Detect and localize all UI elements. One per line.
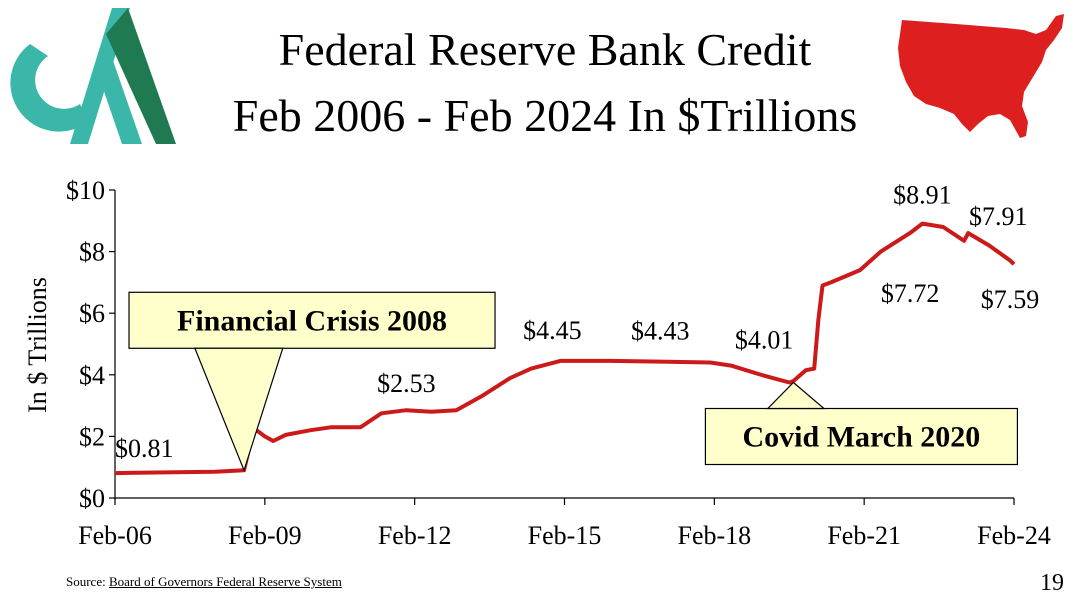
callout-pointer <box>194 347 284 473</box>
y-tick-label: $4 <box>79 361 105 390</box>
callout-box <box>704 407 1019 466</box>
chart-subtitle: Feb 2006 - Feb 2024 In $Trillions <box>232 90 858 141</box>
data-label: $4.43 <box>631 317 690 346</box>
y-tick-label: $2 <box>79 422 105 451</box>
y-tick-label: $6 <box>79 299 105 328</box>
chart-title: Federal Reserve Bank Credit <box>278 24 812 75</box>
y-tick-label: $8 <box>79 238 105 267</box>
source-label: Source: <box>66 574 106 589</box>
x-tick-label: Feb-06 <box>78 521 152 550</box>
source-link[interactable]: Board of Governors Federal Reserve Syste… <box>108 574 342 589</box>
data-label: $4.01 <box>735 325 794 354</box>
y-axis-label: In $ Trillions <box>23 277 52 413</box>
x-tick-label: Feb-24 <box>977 521 1051 550</box>
data-label: $2.53 <box>377 369 436 398</box>
y-tick-label: $0 <box>79 484 105 513</box>
callout-text: Financial Crisis 2008 <box>177 304 447 337</box>
x-tick-label: Feb-18 <box>677 521 751 550</box>
data-label: $7.91 <box>969 202 1028 231</box>
series-line <box>114 221 1016 476</box>
data-label: $7.59 <box>981 285 1040 314</box>
callout: Financial Crisis 2008 <box>128 291 496 473</box>
data-label: $7.72 <box>881 279 940 308</box>
data-label: $8.91 <box>893 181 952 210</box>
callout-pointer <box>766 381 826 410</box>
callout: Covid March 2020 <box>704 381 1019 466</box>
source-note: Source: Board of Governors Federal Reser… <box>66 574 342 590</box>
us-map-icon <box>898 14 1064 138</box>
data-label: $4.45 <box>523 316 582 345</box>
x-tick-label: Feb-15 <box>528 521 602 550</box>
callout-text: Covid March 2020 <box>743 421 981 454</box>
x-tick-label: Feb-12 <box>378 521 452 550</box>
callout-box <box>128 291 496 349</box>
company-logo-icon <box>10 8 176 144</box>
x-tick-label: Feb-09 <box>228 521 302 550</box>
page-number: 19 <box>1040 570 1064 596</box>
data-label: $0.81 <box>115 434 174 463</box>
y-tick-label: $10 <box>66 176 105 205</box>
x-tick-label: Feb-21 <box>827 521 901 550</box>
